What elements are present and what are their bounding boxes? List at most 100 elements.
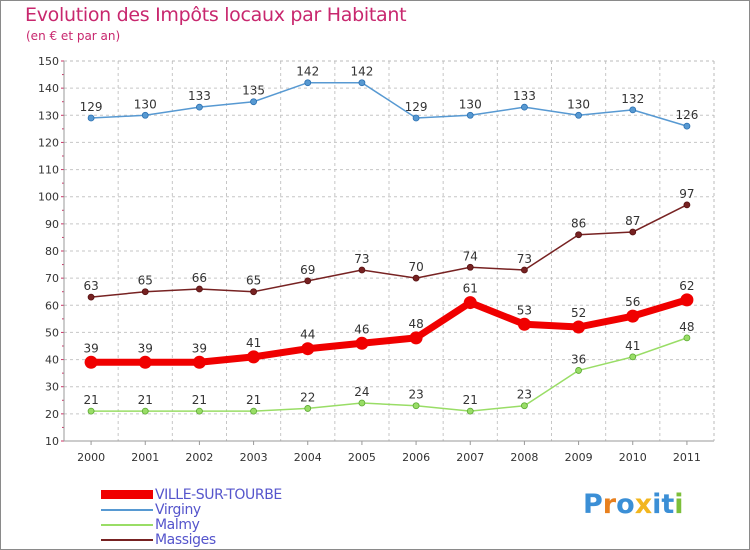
data-label: 142: [350, 65, 373, 79]
data-point: [250, 98, 257, 106]
data-point: [629, 228, 637, 236]
data-label: 130: [567, 97, 590, 111]
data-point: [575, 367, 582, 374]
y-tick-label: 40: [45, 354, 59, 367]
data-point: [196, 103, 203, 111]
y-tick-label: 150: [38, 55, 59, 68]
data-label: 23: [408, 388, 423, 402]
legend-item: VILLE-SUR-TOURBE: [101, 486, 282, 503]
data-label: 130: [134, 97, 157, 111]
data-point: [629, 353, 637, 361]
data-label: 22: [300, 390, 315, 404]
data-label: 70: [408, 260, 423, 274]
data-point: [412, 274, 420, 282]
y-tick-label: 140: [38, 82, 59, 95]
data-label: 87: [625, 214, 640, 228]
data-point: [250, 407, 257, 415]
data-label: 132: [621, 92, 644, 106]
data-point: [626, 309, 640, 323]
y-tick-label: 30: [45, 381, 59, 394]
logo-letter: i: [652, 489, 662, 520]
data-point: [629, 106, 637, 114]
data-label: 21: [246, 393, 261, 407]
data-label: 142: [296, 65, 319, 79]
x-tick-label: 2007: [456, 451, 484, 464]
y-tick-label: 90: [45, 218, 59, 231]
logo-letter: o: [616, 489, 635, 520]
y-tick-label: 10: [45, 435, 59, 448]
chart-title: Evolution des Impôts locaux par Habitant: [25, 4, 407, 26]
x-tick-label: 2008: [510, 451, 538, 464]
data-point: [680, 293, 694, 307]
data-point: [355, 336, 369, 350]
series-malmy: 21 21 21 21 22 24 23 21 23 36 41 48: [83, 320, 695, 415]
data-point: [466, 263, 474, 271]
data-point: [466, 111, 474, 119]
data-label: 48: [679, 320, 694, 334]
data-label: 53: [517, 303, 532, 317]
data-point: [683, 122, 691, 130]
data-point: [521, 103, 528, 111]
data-point: [250, 288, 257, 296]
data-point: [87, 407, 95, 415]
chart-subtitle: (en € et par an): [26, 29, 121, 43]
data-label: 133: [188, 89, 211, 103]
legend-label: Virginy: [155, 501, 201, 518]
data-point: [412, 114, 420, 122]
logo-letter: x: [634, 489, 653, 520]
data-point: [141, 111, 149, 119]
data-label: 36: [571, 352, 586, 366]
y-tick-label: 80: [45, 245, 59, 258]
data-point: [463, 296, 477, 310]
data-point: [575, 111, 582, 119]
y-tick-label: 60: [45, 299, 59, 312]
x-tick-label: 2011: [673, 451, 701, 464]
data-point: [572, 320, 586, 334]
x-tick-label: 2005: [348, 451, 376, 464]
logo-letter: i: [674, 489, 684, 520]
data-label: 62: [679, 279, 694, 293]
data-point: [358, 399, 366, 407]
data-label: 48: [408, 317, 423, 331]
y-tick-label: 120: [38, 136, 59, 149]
data-label: 52: [571, 306, 586, 320]
data-label: 73: [354, 252, 369, 266]
legend-swatch: [101, 508, 153, 511]
legend-label: VILLE-SUR-TOURBE: [155, 486, 282, 503]
y-tick-label: 50: [45, 326, 59, 339]
x-tick-label: 2009: [565, 451, 593, 464]
series-line: [87, 296, 691, 366]
data-label: 24: [354, 385, 369, 399]
data-label: 39: [192, 341, 207, 355]
data-label: 66: [192, 271, 207, 285]
series-line: [90, 204, 688, 298]
data-label: 39: [83, 341, 98, 355]
data-label: 39: [138, 341, 153, 355]
series-virginy: 129 130 133 135 142 142 129 130 133 130 132 126: [80, 65, 698, 130]
data-label: 133: [513, 89, 536, 103]
data-label: 23: [517, 388, 532, 402]
logo-letter: P: [583, 489, 603, 520]
data-point: [247, 350, 261, 364]
data-point: [304, 79, 312, 87]
x-tick-label: 2010: [619, 451, 647, 464]
data-label: 130: [459, 97, 482, 111]
series-line: [90, 337, 688, 412]
data-label: 65: [246, 274, 261, 288]
x-tick-label: 2006: [402, 451, 430, 464]
data-label: 61: [463, 282, 478, 296]
data-point: [141, 288, 149, 296]
data-point: [521, 266, 528, 274]
x-tick-label: 2004: [294, 451, 322, 464]
data-point: [683, 334, 691, 342]
data-label: 21: [463, 393, 478, 407]
data-point: [196, 407, 203, 415]
data-label: 126: [675, 108, 698, 122]
proxiti-logo: Proxiti: [583, 489, 684, 520]
data-point: [304, 277, 312, 285]
data-point: [683, 201, 691, 209]
y-tick-label: 130: [38, 109, 59, 122]
legend-swatch: [101, 490, 153, 499]
data-label: 69: [300, 263, 315, 277]
